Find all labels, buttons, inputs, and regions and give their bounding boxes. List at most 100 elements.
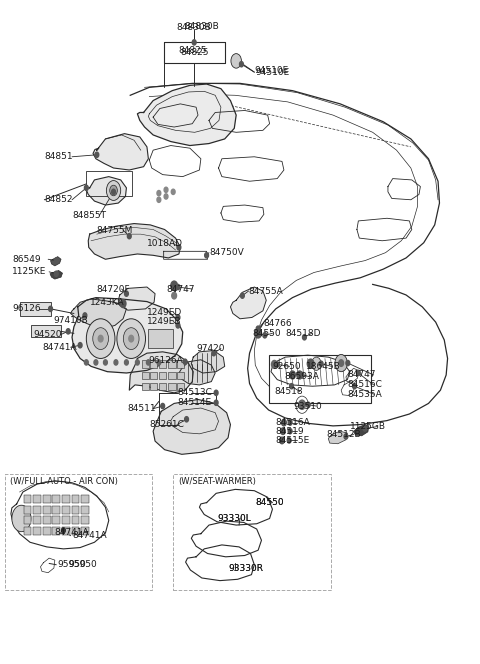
Text: 84515E: 84515E xyxy=(276,436,310,445)
Bar xyxy=(177,372,184,379)
Circle shape xyxy=(281,428,285,434)
Polygon shape xyxy=(271,355,350,386)
Circle shape xyxy=(176,323,180,328)
Bar xyxy=(31,325,60,337)
Circle shape xyxy=(157,191,161,196)
Circle shape xyxy=(84,185,88,191)
Bar xyxy=(43,517,50,525)
Bar xyxy=(150,383,157,390)
Text: 93330R: 93330R xyxy=(228,564,264,573)
Circle shape xyxy=(94,360,98,365)
Polygon shape xyxy=(88,224,180,259)
Bar xyxy=(43,527,50,535)
Bar xyxy=(5,473,152,590)
Polygon shape xyxy=(86,177,126,205)
Circle shape xyxy=(66,329,70,334)
Text: 93510: 93510 xyxy=(293,402,322,410)
Bar xyxy=(34,495,41,503)
Circle shape xyxy=(299,400,305,410)
Text: 84514E: 84514E xyxy=(177,398,211,407)
Text: 84741A: 84741A xyxy=(54,528,88,537)
Text: 84550: 84550 xyxy=(255,498,284,507)
Circle shape xyxy=(212,351,216,356)
Text: 1018AD: 1018AD xyxy=(147,239,183,248)
Text: 93330R: 93330R xyxy=(228,564,264,573)
Bar xyxy=(52,527,60,535)
Circle shape xyxy=(185,416,189,422)
Circle shape xyxy=(288,428,292,434)
Bar xyxy=(72,517,79,525)
Circle shape xyxy=(353,384,357,389)
Circle shape xyxy=(127,234,131,239)
Bar xyxy=(269,355,371,404)
Circle shape xyxy=(177,245,181,250)
Text: 1243KA: 1243KA xyxy=(90,298,124,307)
Text: 1249ED: 1249ED xyxy=(147,307,182,317)
Polygon shape xyxy=(93,133,148,170)
Circle shape xyxy=(104,360,108,365)
Polygon shape xyxy=(50,270,62,279)
Bar xyxy=(72,495,79,503)
Polygon shape xyxy=(179,360,215,385)
Circle shape xyxy=(240,62,243,67)
Text: 85261C: 85261C xyxy=(149,420,184,429)
Circle shape xyxy=(110,185,117,196)
Polygon shape xyxy=(50,256,61,266)
Text: 84747: 84747 xyxy=(348,371,376,380)
Circle shape xyxy=(54,271,58,276)
Circle shape xyxy=(302,335,306,340)
Text: 84512B: 84512B xyxy=(326,430,360,439)
Text: 94520: 94520 xyxy=(34,330,62,339)
Bar xyxy=(168,361,176,368)
Text: 84535A: 84535A xyxy=(348,390,383,398)
Circle shape xyxy=(280,437,284,444)
Text: 93330L: 93330L xyxy=(217,514,251,523)
Circle shape xyxy=(117,319,145,359)
Bar xyxy=(62,506,70,514)
Polygon shape xyxy=(346,369,359,382)
Text: 84516C: 84516C xyxy=(348,380,383,389)
Polygon shape xyxy=(72,297,183,373)
Text: 84747: 84747 xyxy=(166,284,194,293)
Bar xyxy=(62,527,70,535)
Text: 84825: 84825 xyxy=(180,48,208,57)
Circle shape xyxy=(93,328,108,349)
Circle shape xyxy=(319,361,323,367)
Polygon shape xyxy=(153,400,230,454)
Bar xyxy=(43,506,50,514)
Text: 92650: 92650 xyxy=(272,362,300,371)
Text: 93330L: 93330L xyxy=(217,514,251,523)
Circle shape xyxy=(339,360,344,367)
Circle shape xyxy=(135,360,139,365)
Text: 84518: 84518 xyxy=(275,387,303,396)
Bar xyxy=(142,361,149,368)
Text: 18645B: 18645B xyxy=(306,362,341,371)
Circle shape xyxy=(157,197,161,203)
Bar xyxy=(168,372,176,379)
Bar xyxy=(24,495,32,503)
Bar xyxy=(177,361,184,368)
Circle shape xyxy=(86,319,115,359)
Circle shape xyxy=(357,371,360,376)
Circle shape xyxy=(83,313,87,318)
Text: (W/SEAT-WARMER): (W/SEAT-WARMER) xyxy=(178,477,256,486)
Circle shape xyxy=(176,315,180,320)
Circle shape xyxy=(240,293,244,298)
Circle shape xyxy=(192,40,196,45)
Circle shape xyxy=(171,189,175,195)
Circle shape xyxy=(263,333,267,338)
Circle shape xyxy=(172,292,177,299)
Circle shape xyxy=(346,361,350,366)
Polygon shape xyxy=(40,558,55,572)
Circle shape xyxy=(98,335,103,342)
Polygon shape xyxy=(328,431,348,444)
Polygon shape xyxy=(199,489,273,525)
Circle shape xyxy=(121,301,125,306)
Bar xyxy=(72,506,79,514)
Bar xyxy=(168,383,176,390)
Polygon shape xyxy=(192,351,225,373)
Bar xyxy=(86,171,132,197)
Text: 84755A: 84755A xyxy=(249,286,283,295)
Circle shape xyxy=(124,360,128,365)
Circle shape xyxy=(124,291,128,296)
